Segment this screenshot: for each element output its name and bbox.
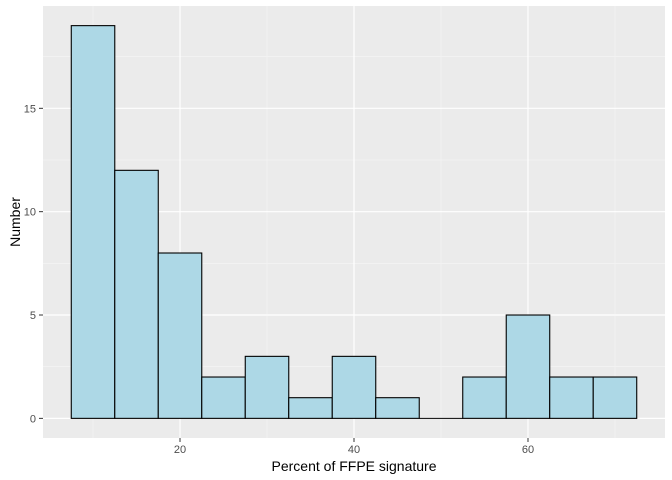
histogram-bar (549, 376, 594, 419)
histogram-bar (244, 355, 290, 419)
histogram-bar (201, 376, 246, 419)
histogram-bar (331, 355, 377, 419)
histogram-bar (462, 376, 507, 419)
histogram-bar (505, 314, 551, 419)
x-tick-label: 60 (522, 444, 534, 456)
histogram-bar (288, 397, 333, 419)
y-tick-label: 5 (30, 310, 36, 322)
y-axis-title: Number (7, 197, 23, 247)
y-axis: 0 5 10 15 (24, 103, 43, 425)
y-tick-label: 10 (24, 207, 36, 219)
x-axis-title: Percent of FFPE signature (272, 458, 437, 474)
histogram-bar (70, 25, 116, 419)
x-tick-label: 20 (174, 444, 186, 456)
histogram-bar (114, 169, 159, 419)
y-tick-label: 0 (30, 413, 36, 425)
histogram-bar (157, 252, 203, 419)
histogram-bar (592, 376, 638, 419)
x-axis: 20 40 60 (174, 438, 534, 456)
x-tick-label: 40 (348, 444, 360, 456)
bars (70, 25, 638, 419)
y-tick-label: 15 (24, 103, 36, 115)
histogram-bar (375, 397, 420, 419)
